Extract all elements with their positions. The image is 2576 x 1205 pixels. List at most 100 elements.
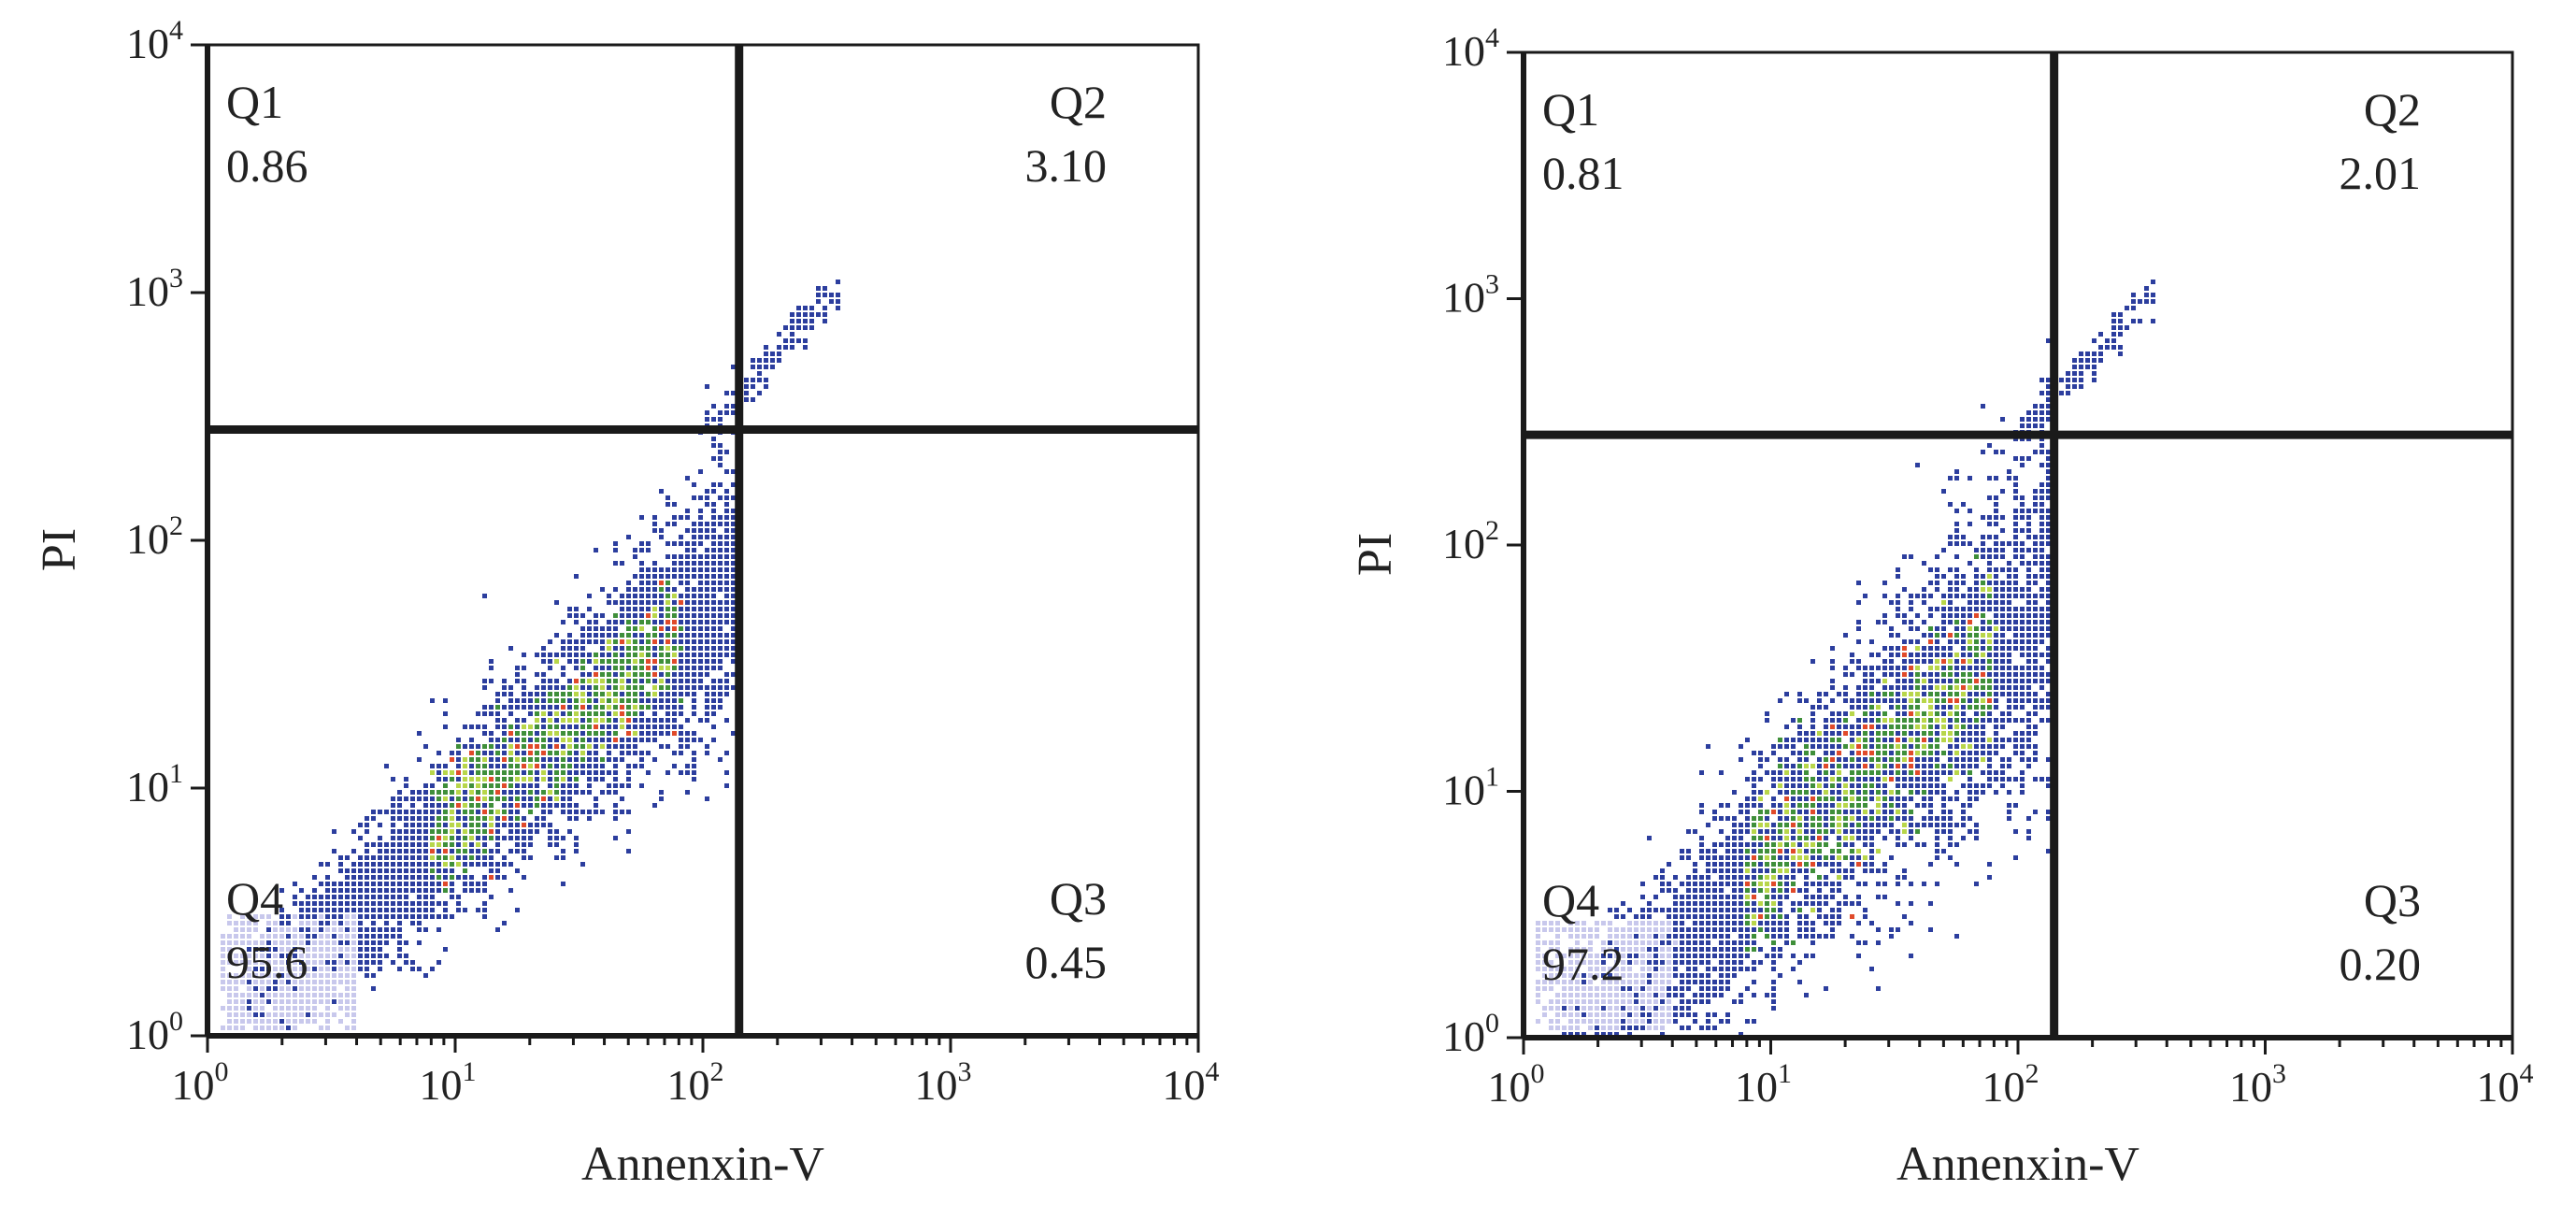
event-dot xyxy=(2039,633,2044,638)
event-dot xyxy=(1562,1026,1567,1030)
event-dot xyxy=(476,836,480,840)
event-dot xyxy=(1608,999,1612,1004)
event-dot xyxy=(2033,554,2038,559)
event-dot xyxy=(705,633,709,638)
event-dot xyxy=(646,724,651,729)
event-dot xyxy=(1954,528,1959,533)
event-dot xyxy=(443,777,448,782)
event-dot xyxy=(711,646,716,651)
event-dot xyxy=(567,744,572,749)
event-dot xyxy=(705,672,709,677)
event-dot xyxy=(718,659,723,664)
event-dot xyxy=(1673,1006,1678,1011)
event-dot xyxy=(371,908,376,912)
event-dot xyxy=(600,587,605,592)
event-dot xyxy=(692,685,696,690)
event-dot xyxy=(1647,954,1652,958)
event-dot xyxy=(1889,653,1894,657)
event-dot xyxy=(404,796,408,801)
event-dot xyxy=(495,783,500,788)
event-dot xyxy=(482,790,487,795)
event-dot xyxy=(1725,895,1730,899)
event-dot xyxy=(266,999,271,1004)
event-dot xyxy=(1902,711,1907,716)
event-dot xyxy=(567,639,572,644)
event-dot xyxy=(476,751,480,755)
event-dot xyxy=(1889,770,1894,775)
event-dot xyxy=(508,836,513,840)
event-dot xyxy=(417,731,422,736)
event-dot xyxy=(1719,934,1724,939)
event-dot xyxy=(2033,502,2038,507)
event-dot xyxy=(554,796,559,801)
event-dot xyxy=(1922,587,1926,592)
event-dot xyxy=(495,790,500,795)
event-dot xyxy=(561,711,565,716)
event-dot xyxy=(1752,849,1756,854)
event-dot xyxy=(580,679,585,683)
event-dot xyxy=(1581,1019,1586,1024)
event-dot xyxy=(1850,724,1854,729)
event-dot xyxy=(221,1026,225,1030)
event-dot xyxy=(456,783,461,788)
event-dot xyxy=(639,705,644,710)
event-dot xyxy=(639,764,644,768)
event-dot xyxy=(600,711,605,716)
event-dot xyxy=(548,803,552,808)
event-dot xyxy=(1719,888,1724,893)
event-dot xyxy=(1974,790,1979,795)
event-dot xyxy=(312,927,317,932)
event-dot xyxy=(293,993,297,997)
event-dot xyxy=(1739,855,1743,860)
event-dot xyxy=(613,613,618,618)
event-dot xyxy=(1902,620,1907,624)
event-dot xyxy=(744,378,749,382)
event-dot xyxy=(1791,901,1796,906)
event-dot xyxy=(1876,986,1881,991)
event-dot xyxy=(724,653,729,657)
event-dot xyxy=(319,1012,323,1017)
event-dot xyxy=(1928,764,1933,768)
event-dot xyxy=(247,1006,251,1011)
event-dot xyxy=(260,1026,265,1030)
event-dot xyxy=(1640,921,1645,925)
event-dot xyxy=(705,711,709,716)
event-dot xyxy=(1771,914,1776,919)
event-dot xyxy=(646,653,651,657)
event-dot xyxy=(672,692,677,696)
event-dot xyxy=(2020,744,2025,749)
event-dot xyxy=(1653,993,1658,997)
event-dot xyxy=(633,672,637,677)
event-dot xyxy=(692,587,696,592)
event-dot xyxy=(1575,1019,1580,1024)
event-dot xyxy=(548,823,552,827)
event-dot xyxy=(1902,783,1907,788)
event-dot xyxy=(626,777,631,782)
event-dot xyxy=(541,823,546,827)
event-dot xyxy=(240,927,245,932)
event-dot xyxy=(1758,947,1763,952)
event-dot xyxy=(293,1019,297,1024)
event-dot xyxy=(332,908,336,912)
event-dot xyxy=(495,868,500,873)
event-dot xyxy=(600,626,605,631)
event-dot xyxy=(345,1006,350,1011)
event-dot xyxy=(482,705,487,710)
event-dot xyxy=(358,914,363,919)
event-dot xyxy=(1817,744,1822,749)
event-dot xyxy=(2013,855,2018,860)
event-dot xyxy=(1627,1012,1632,1017)
event-dot xyxy=(613,783,618,788)
event-dot xyxy=(1771,986,1776,991)
event-dot xyxy=(744,397,749,402)
event-dot xyxy=(600,646,605,651)
event-dot xyxy=(587,764,592,768)
x-tick-label: 101 xyxy=(420,1056,477,1109)
event-dot xyxy=(2026,456,2031,461)
event-dot xyxy=(365,934,369,939)
event-dot xyxy=(1732,836,1737,840)
event-dot xyxy=(1824,738,1828,742)
event-dot xyxy=(1922,653,1926,657)
event-dot xyxy=(410,810,415,814)
event-dot xyxy=(1896,901,1900,906)
